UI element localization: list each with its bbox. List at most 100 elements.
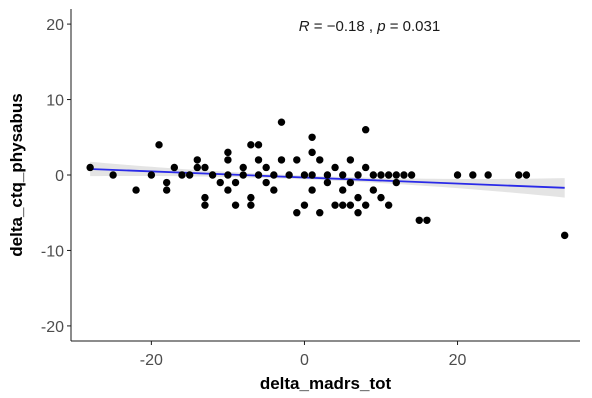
data-point bbox=[346, 178, 355, 187]
p-value: 0.031 bbox=[403, 18, 441, 35]
data-point bbox=[293, 156, 301, 164]
data-point bbox=[308, 133, 316, 141]
data-point bbox=[316, 156, 324, 164]
data-point bbox=[208, 171, 217, 179]
data-point bbox=[323, 178, 332, 187]
p-equals: = bbox=[386, 18, 403, 35]
data-point bbox=[331, 201, 339, 209]
data-point bbox=[231, 178, 240, 187]
data-point bbox=[354, 209, 362, 217]
data-point bbox=[361, 163, 370, 172]
data-point bbox=[339, 171, 347, 179]
data-point bbox=[377, 171, 385, 179]
data-point bbox=[346, 201, 355, 209]
data-point bbox=[392, 178, 401, 187]
data-point bbox=[201, 201, 209, 209]
y-tick-label: -20 bbox=[41, 319, 64, 336]
data-point bbox=[369, 171, 378, 179]
data-point bbox=[162, 178, 171, 187]
data-point bbox=[224, 148, 232, 157]
data-point bbox=[346, 156, 355, 164]
data-point bbox=[560, 231, 569, 240]
data-point bbox=[469, 171, 477, 179]
data-point bbox=[270, 186, 278, 194]
data-point bbox=[178, 171, 186, 179]
data-point bbox=[331, 163, 339, 172]
data-point bbox=[147, 171, 156, 179]
annotation-separator: , bbox=[365, 18, 378, 35]
data-point bbox=[162, 186, 171, 194]
x-axis-title: delta_madrs_tot bbox=[260, 374, 392, 393]
p-label: p bbox=[376, 18, 385, 35]
y-tick-label: 20 bbox=[46, 17, 64, 34]
data-point bbox=[339, 201, 347, 209]
data-point bbox=[285, 171, 293, 179]
data-point bbox=[224, 186, 232, 194]
data-point bbox=[522, 171, 531, 179]
correlation-annotation: R = −0.18 , p = 0.031 bbox=[299, 18, 440, 35]
data-point bbox=[369, 186, 378, 194]
data-point bbox=[384, 171, 393, 179]
data-point bbox=[453, 171, 462, 179]
data-point bbox=[132, 186, 140, 194]
data-point bbox=[231, 201, 240, 209]
data-point bbox=[185, 171, 194, 179]
data-point bbox=[392, 171, 401, 179]
data-point bbox=[323, 171, 332, 179]
data-points bbox=[86, 118, 569, 240]
r-equals: = bbox=[310, 18, 327, 35]
data-point bbox=[193, 163, 201, 172]
y-tick-label: 10 bbox=[46, 93, 64, 110]
data-point bbox=[155, 141, 163, 149]
data-point bbox=[201, 193, 209, 202]
data-point bbox=[254, 171, 263, 179]
data-point bbox=[216, 178, 224, 187]
x-tick-label: 20 bbox=[449, 352, 467, 369]
data-point bbox=[239, 163, 247, 172]
data-point bbox=[415, 216, 423, 224]
data-point bbox=[354, 193, 362, 202]
y-tick-label: 0 bbox=[55, 168, 64, 185]
data-point bbox=[300, 171, 309, 179]
data-point bbox=[316, 209, 324, 217]
data-point bbox=[377, 193, 385, 202]
y-axis-title: delta_ctq_physabus bbox=[7, 93, 26, 256]
data-point bbox=[308, 171, 316, 179]
data-point bbox=[484, 171, 492, 179]
data-point bbox=[224, 171, 232, 179]
data-point bbox=[277, 156, 286, 164]
data-point bbox=[224, 156, 232, 164]
data-point bbox=[247, 193, 255, 202]
data-point bbox=[361, 126, 370, 134]
data-point bbox=[277, 118, 286, 126]
data-point bbox=[361, 201, 370, 209]
data-point bbox=[201, 163, 209, 172]
data-point bbox=[308, 186, 316, 194]
data-point bbox=[270, 171, 278, 179]
data-point bbox=[247, 141, 255, 149]
r-label: R bbox=[299, 18, 310, 35]
data-point bbox=[354, 171, 362, 179]
data-point bbox=[86, 163, 94, 172]
data-point bbox=[239, 171, 247, 179]
r-value: −0.18 bbox=[327, 18, 365, 35]
y-tick-label: -10 bbox=[41, 243, 64, 260]
data-point bbox=[254, 141, 263, 149]
x-tick-label: 0 bbox=[300, 352, 309, 369]
data-point bbox=[193, 156, 201, 164]
data-point bbox=[423, 216, 431, 224]
data-point bbox=[308, 148, 316, 157]
data-point bbox=[407, 171, 416, 179]
data-point bbox=[247, 201, 255, 209]
data-point bbox=[300, 201, 309, 209]
y-axis-ticks: -20 -10 0 10 20 bbox=[41, 17, 71, 336]
data-point bbox=[339, 186, 347, 194]
data-point bbox=[400, 171, 408, 179]
data-point bbox=[293, 209, 301, 217]
data-point bbox=[262, 163, 270, 172]
data-point bbox=[254, 156, 263, 164]
data-point bbox=[262, 178, 270, 187]
data-point bbox=[515, 171, 523, 179]
data-point bbox=[384, 201, 393, 209]
